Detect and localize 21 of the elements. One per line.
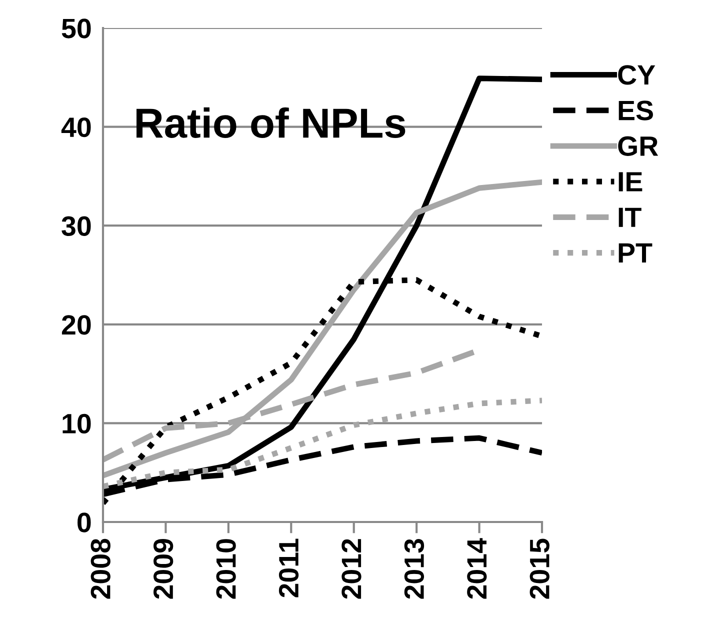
x-tick-label: 2014 [467,538,487,599]
y-tick-label: 0 [78,512,91,532]
x-tick-label: 2012 [342,539,362,599]
text: Ratio of NPLs [136,107,406,138]
x-tick-label: 2010 [216,539,236,599]
y-tick-label: 50 [62,18,91,38]
legend-label: PT [618,243,652,263]
legend-label: GR [618,136,658,156]
y-tick-label: 10 [62,414,91,434]
y-tick-label: 30 [62,216,91,236]
y-tick-label: 20 [62,315,91,335]
x-tick-label: 2009 [154,538,174,599]
x-tick-label: 2008 [90,538,110,599]
legend-label: ES [618,100,653,120]
x-tick-label: 2015 [530,538,550,599]
y-tick-label: 40 [61,117,91,138]
x-tick-label: 2013 [404,538,424,599]
x-tick-label: 2011 [278,538,299,598]
legend-label: IT [618,208,642,227]
legend-label: CY [618,65,656,85]
legend-label: IE [618,172,642,192]
